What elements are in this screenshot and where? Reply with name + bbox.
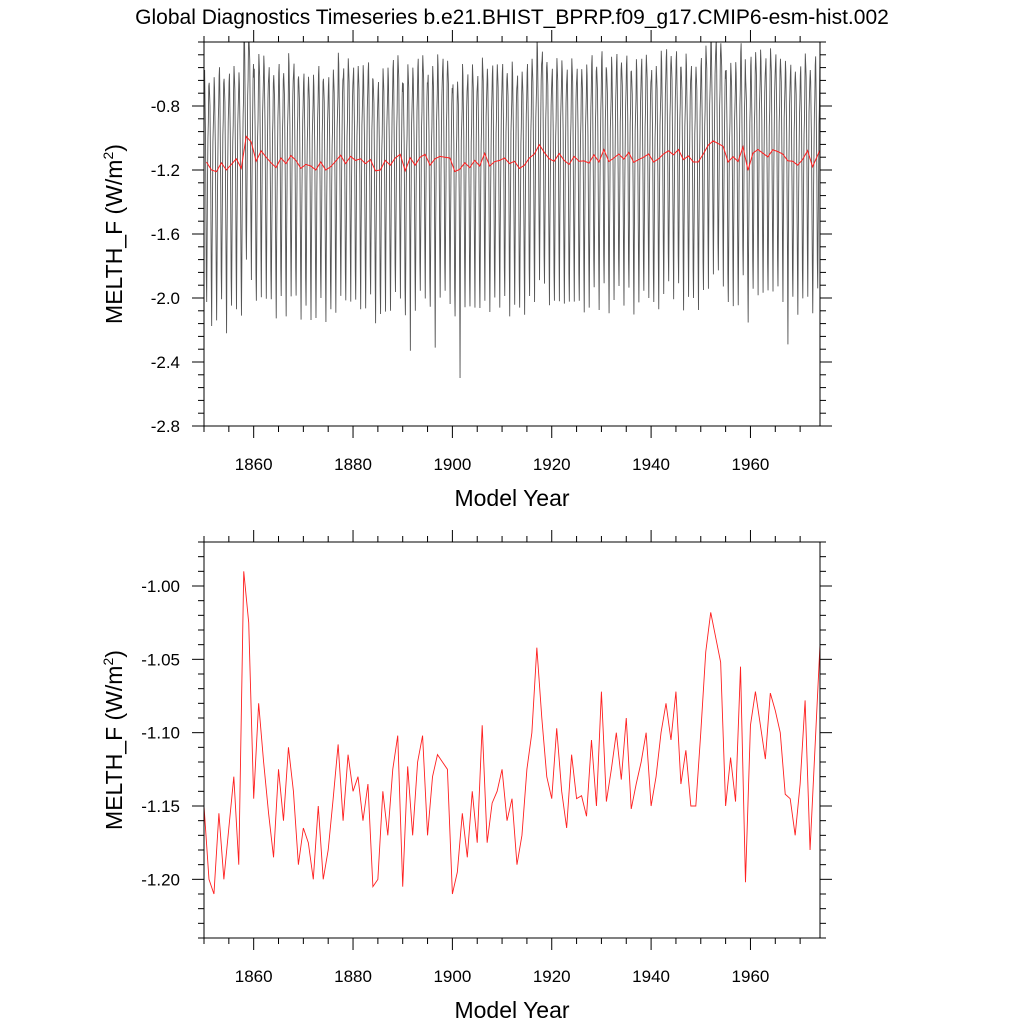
top-panel-monthly-and-annual: 1860 1880 1900 1920 1940 1960 -2.8 -2.4 -2.0 -1.6…: [100, 30, 832, 511]
y-axis-label: MELTH_F (W/m2): [100, 650, 127, 830]
y-tick-label: -1.20: [141, 870, 180, 889]
x-tick-label: 1960: [732, 967, 770, 986]
x-tick-label: 1880: [334, 967, 372, 986]
x-tick-label: 1940: [632, 967, 670, 986]
y-tick-label: -1.00: [141, 577, 180, 596]
x-tick-label: 1920: [533, 967, 571, 986]
annual-mean-series-line: [206, 135, 820, 173]
x-axis-label: Model Year: [454, 997, 569, 1023]
y-tick-label: -1.15: [141, 797, 180, 816]
x-tick-label: 1880: [334, 455, 372, 474]
x-axis-label: Model Year: [454, 485, 569, 511]
chart-title: Global Diagnostics Timeseries b.e21.BHIS…: [135, 6, 889, 29]
y-tick-label: -2.4: [151, 353, 180, 372]
y-axis-label: MELTH_F (W/m2): [100, 144, 127, 324]
y-tick-label: -1.2: [151, 161, 180, 180]
x-tick-label: 1940: [632, 455, 670, 474]
monthly-series-line: [204, 42, 820, 379]
x-tick-label: 1860: [235, 967, 273, 986]
y-tick-label: -2.8: [151, 417, 180, 436]
y-tick-label: -0.8: [151, 97, 180, 116]
plot-frame: [203, 541, 821, 939]
y-tick-label: -2.0: [151, 289, 180, 308]
x-tick-label: 1960: [732, 455, 770, 474]
y-tick-label: -1.6: [151, 225, 180, 244]
bottom-panel-annual: 1860 1880 1900 1920 1940 1960 -1.20 -1.15 -1.10 -…: [100, 530, 832, 1023]
y-tick-label: -1.05: [141, 650, 180, 669]
x-tick-label: 1900: [433, 967, 471, 986]
x-tick-label: 1860: [235, 455, 273, 474]
x-tick-label: 1920: [533, 455, 571, 474]
y-tick-label: -1.10: [141, 724, 180, 743]
x-tick-label: 1900: [433, 455, 471, 474]
annual-mean-series-line: [204, 571, 820, 895]
